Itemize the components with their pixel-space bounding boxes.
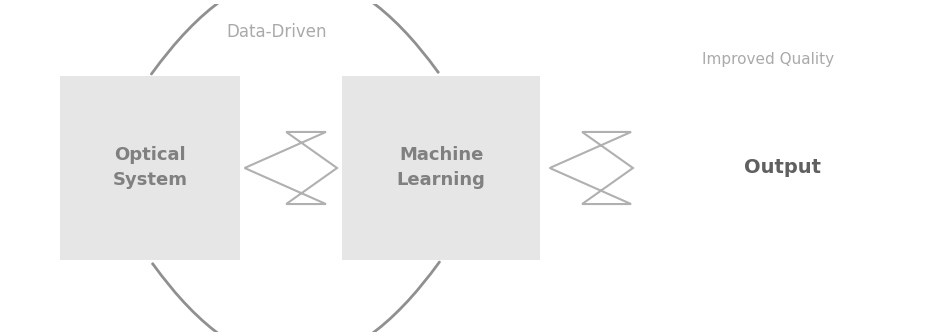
- Text: Output: Output: [744, 159, 821, 177]
- Text: Improved Quality: Improved Quality: [703, 52, 834, 68]
- Text: Optical
System: Optical System: [112, 146, 188, 190]
- Polygon shape: [550, 132, 633, 204]
- Text: Data-Driven: Data-Driven: [227, 23, 327, 41]
- Text: Machine
Learning: Machine Learning: [397, 146, 485, 190]
- FancyBboxPatch shape: [60, 76, 240, 260]
- FancyArrowPatch shape: [151, 0, 439, 74]
- FancyBboxPatch shape: [341, 76, 540, 260]
- Polygon shape: [244, 132, 337, 204]
- FancyArrowPatch shape: [153, 262, 439, 336]
